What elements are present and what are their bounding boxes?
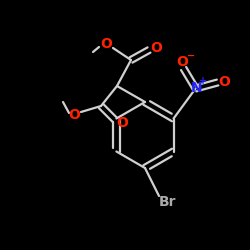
Text: O: O xyxy=(68,108,80,122)
Text: O: O xyxy=(116,116,128,130)
Text: O: O xyxy=(150,41,162,55)
Text: O: O xyxy=(219,74,230,88)
Text: O: O xyxy=(100,37,112,51)
Text: O: O xyxy=(177,56,188,70)
Text: +: + xyxy=(198,76,207,86)
Text: −: − xyxy=(186,50,195,60)
Text: N: N xyxy=(191,80,202,94)
Text: Br: Br xyxy=(158,195,176,209)
